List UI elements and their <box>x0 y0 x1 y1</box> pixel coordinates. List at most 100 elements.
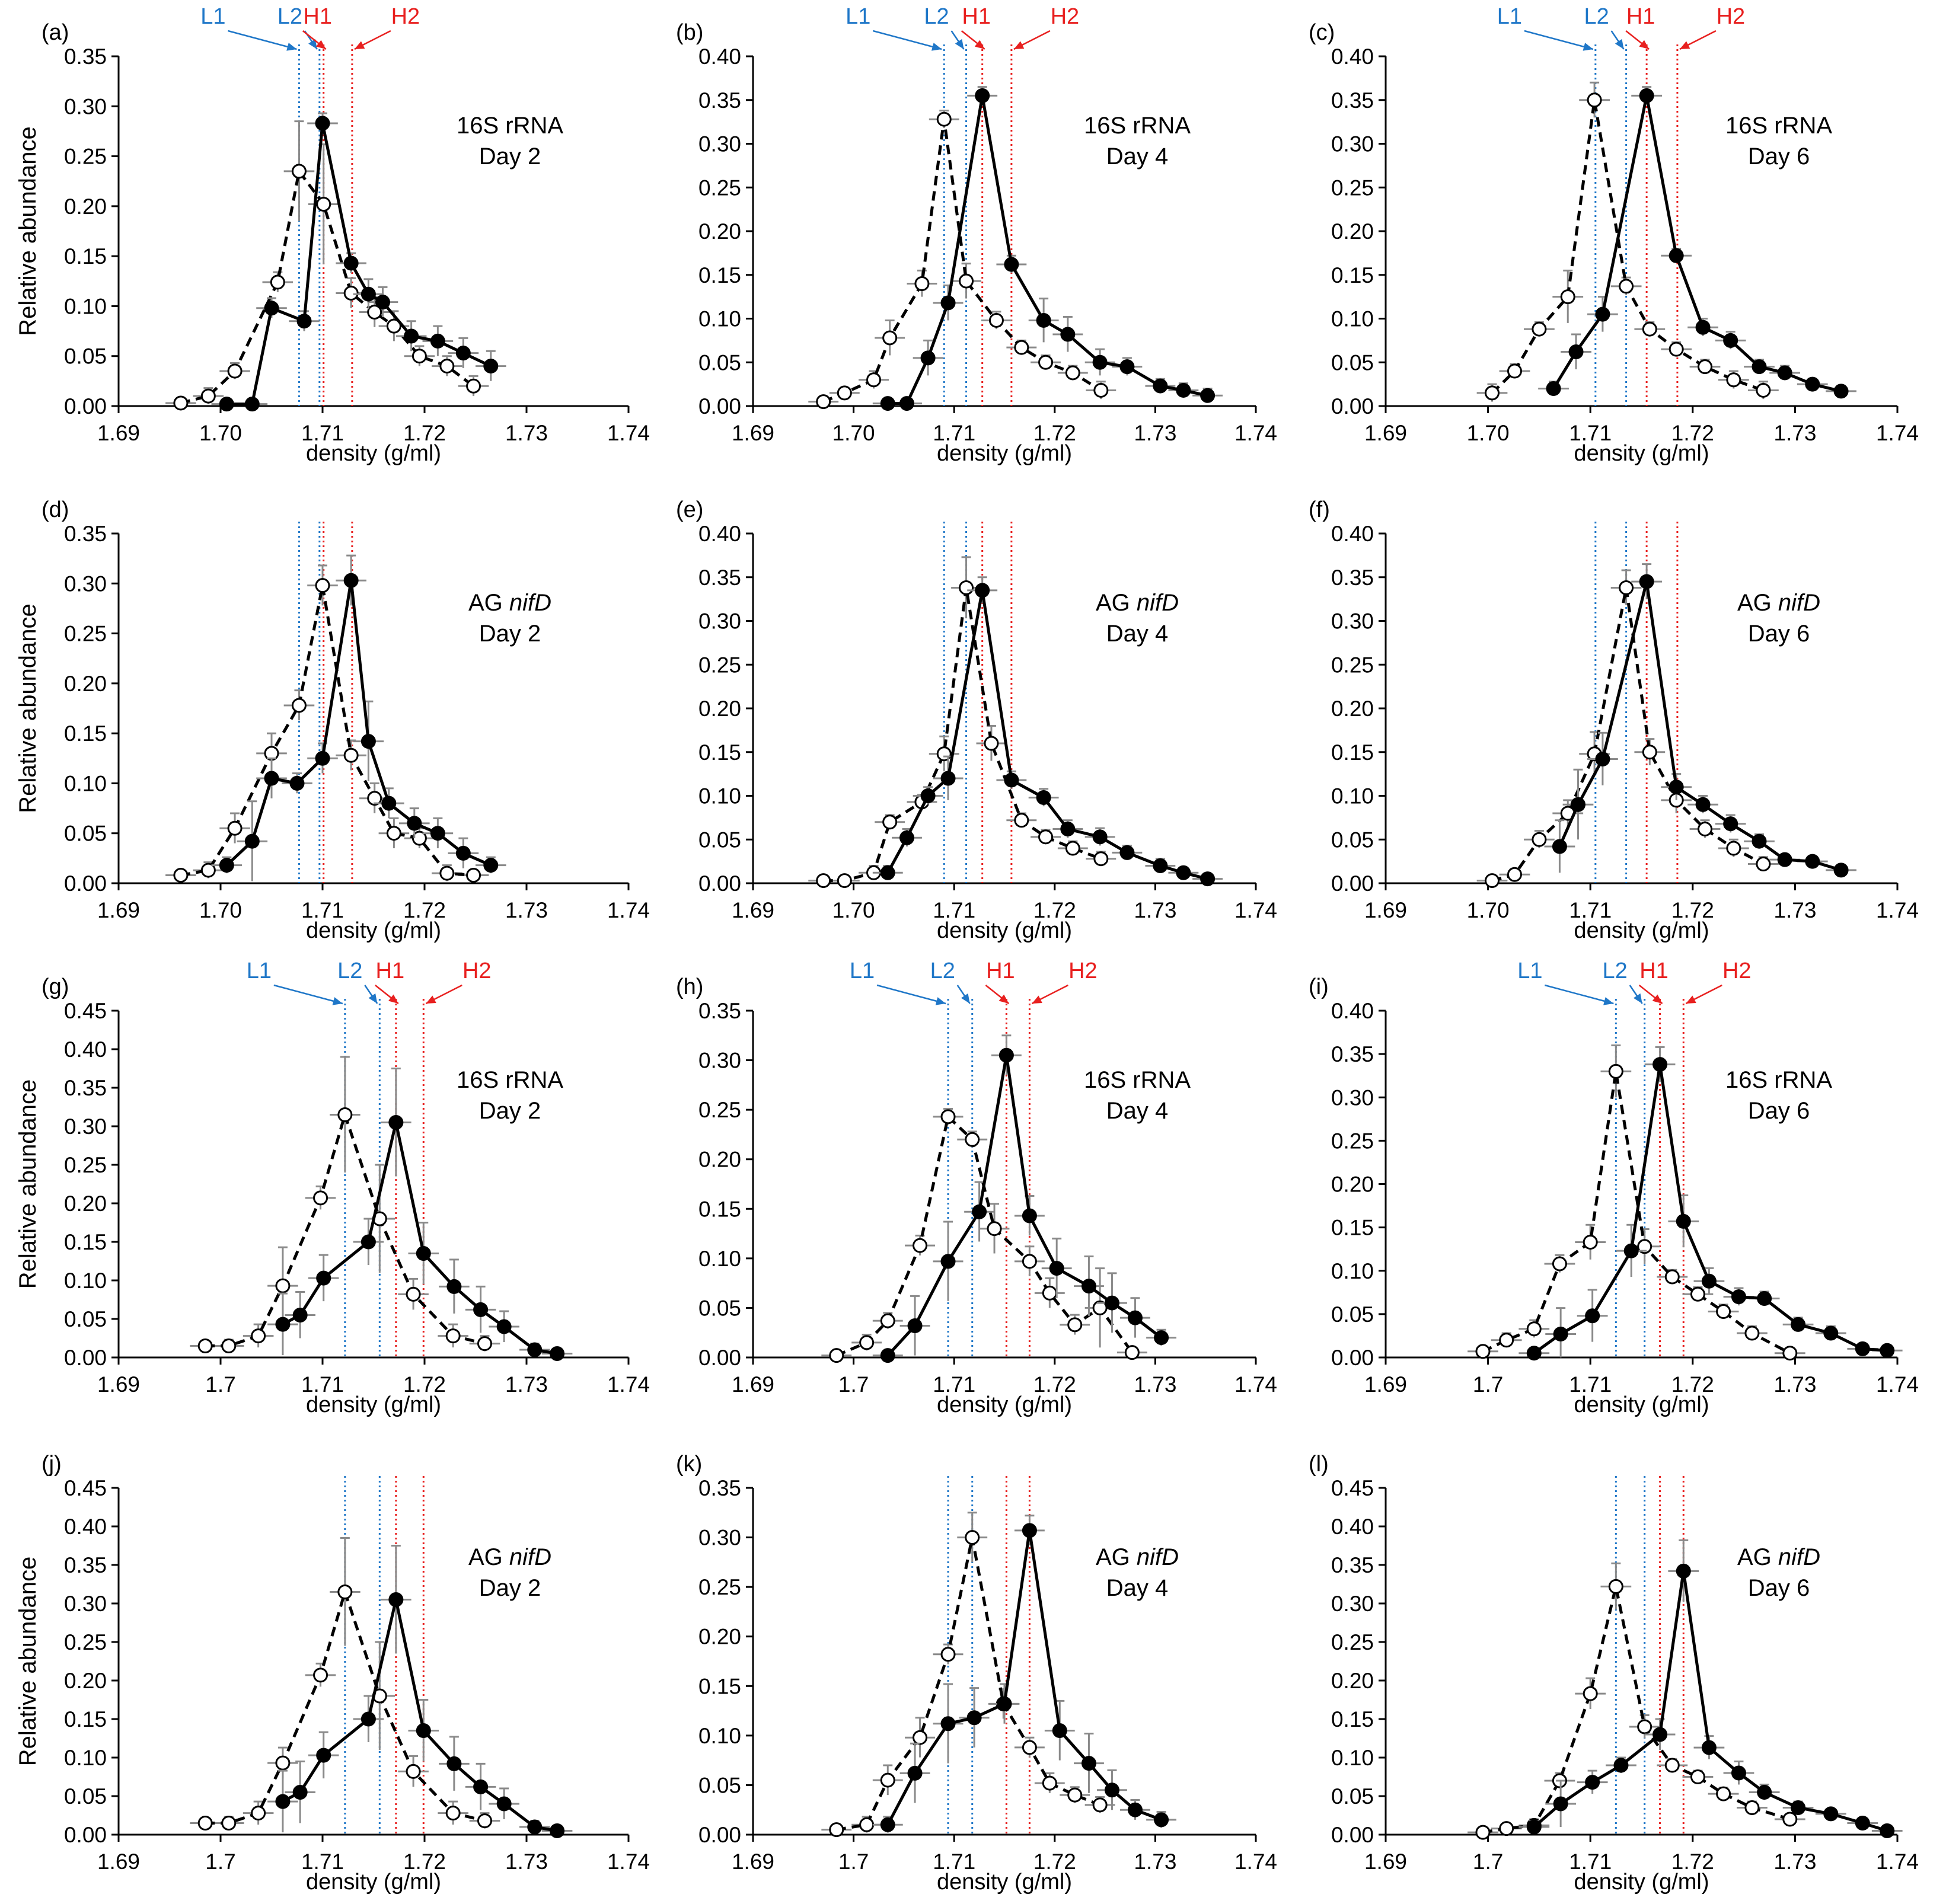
y-tick-label: 0.05 <box>64 1307 107 1331</box>
data-point-filled <box>1777 852 1792 867</box>
series-heavy <box>872 576 1223 887</box>
data-point-hollow <box>1485 385 1500 401</box>
data-point-filled <box>1676 1563 1691 1579</box>
y-tick-label: 0.15 <box>64 1230 107 1254</box>
title-gene-name: nifD <box>1778 1544 1820 1570</box>
y-tick-label: 0.00 <box>64 1823 107 1847</box>
data-point-hollow <box>882 330 898 346</box>
arrow-head <box>961 993 970 1004</box>
x-tick-label: 1.74 <box>1876 898 1919 922</box>
data-point-hollow <box>1744 1800 1760 1815</box>
data-point-hollow <box>837 873 852 889</box>
x-axis-label: density (g/ml) <box>306 1870 441 1895</box>
title-gene-name: nifD <box>1778 590 1820 616</box>
x-tick-label: 1.69 <box>97 898 140 922</box>
y-tick-label: 0.20 <box>698 697 741 721</box>
x-tick-label: 1.71 <box>1569 1372 1612 1397</box>
data-point-hollow <box>1637 1719 1652 1734</box>
data-point-hollow <box>829 1348 844 1363</box>
data-point-filled <box>907 1765 923 1781</box>
x-tick-label: 1.72 <box>403 421 446 445</box>
x-tick-label: 1.71 <box>933 1372 975 1397</box>
series-light-line <box>1491 100 1764 394</box>
arrow-head <box>286 43 297 51</box>
data-point-filled <box>1092 829 1108 845</box>
marker-label-l2: L2 <box>924 4 949 29</box>
x-tick-label: 1.73 <box>505 898 548 922</box>
data-point-filled <box>1855 1341 1870 1356</box>
data-point-filled <box>316 1748 331 1763</box>
y-tick-label: 0.30 <box>1331 132 1374 156</box>
data-point-filled <box>1833 862 1849 878</box>
data-point-filled <box>343 573 359 588</box>
y-tick-label: 0.30 <box>1331 609 1374 634</box>
arrow-head <box>1679 41 1690 49</box>
y-tick-label: 0.10 <box>1331 1259 1374 1283</box>
y-tick-label: 0.15 <box>64 244 107 269</box>
data-point-hollow <box>880 1313 895 1328</box>
data-point-hollow <box>200 388 216 404</box>
data-point-hollow <box>343 286 359 301</box>
data-point-hollow <box>829 1822 844 1838</box>
data-point-hollow <box>439 865 455 881</box>
data-point-filled <box>1723 333 1738 348</box>
data-point-hollow <box>1782 1346 1798 1361</box>
arrow-head <box>974 40 985 49</box>
marker-label-l1: L1 <box>247 959 272 983</box>
data-point-filled <box>1731 1765 1746 1781</box>
panel-e: (e) 0.00 0.05 0.10 0.15 0.20 0.25 0.30 0.35 0.40 1… <box>676 497 1277 943</box>
data-point-hollow <box>882 814 898 830</box>
data-point-filled <box>1669 248 1684 263</box>
x-tick-label: 1.74 <box>1234 1849 1277 1874</box>
y-tick-label: 0.15 <box>1331 1707 1374 1732</box>
y-tick-label: 0.20 <box>64 194 107 219</box>
y-tick-label: 0.00 <box>698 1346 741 1370</box>
panel-f: (f) 0.00 0.05 0.10 0.15 0.20 0.25 0.30 0.35 0.40 1… <box>1309 497 1919 943</box>
x-tick-label: 1.69 <box>1364 1849 1407 1874</box>
data-point-filled <box>416 1246 431 1261</box>
data-point-filled <box>1176 382 1191 398</box>
data-point-hollow <box>1664 1269 1680 1285</box>
data-point-filled <box>264 771 279 786</box>
panel-title-line2: Day 4 <box>1106 1575 1169 1601</box>
data-point-filled <box>1154 1812 1169 1828</box>
data-point-filled <box>880 865 895 880</box>
data-point-filled <box>899 830 914 845</box>
data-point-filled <box>430 826 445 841</box>
title-gene-prefix: AG <box>1096 590 1137 616</box>
data-point-hollow <box>313 1190 328 1206</box>
data-point-filled <box>1546 381 1561 396</box>
y-tick-label: 0.20 <box>698 1148 741 1172</box>
data-point-hollow <box>1022 1740 1037 1755</box>
data-point-hollow <box>837 385 852 401</box>
y-tick-label: 0.35 <box>64 44 107 69</box>
x-tick-label: 1.74 <box>607 1849 650 1874</box>
panel-k: (k) 0.00 0.05 0.10 0.15 0.20 0.25 0.30 0.35 1.69 1… <box>676 1452 1277 1895</box>
y-tick-label: 0.20 <box>64 1191 107 1216</box>
data-point-filled <box>972 1204 987 1219</box>
title-gene-prefix: AG <box>1737 1544 1778 1570</box>
data-point-filled <box>430 333 445 349</box>
series-light <box>821 1512 1115 1838</box>
data-point-filled <box>219 397 234 412</box>
panel-l: (l) 0.00 0.05 0.10 0.15 0.20 0.25 0.30 0.35 0.40 0… <box>1309 1452 1919 1895</box>
data-point-filled <box>1823 1325 1839 1341</box>
arrow-head <box>1633 993 1642 1004</box>
y-tick-label: 0.25 <box>698 175 741 200</box>
y-tick-label: 0.40 <box>1331 44 1374 69</box>
data-point-hollow <box>1065 841 1080 856</box>
data-point-filled <box>361 1711 376 1727</box>
marker-label-l1: L1 <box>1517 959 1542 983</box>
data-point-filled <box>975 583 990 598</box>
data-point-hollow <box>1642 321 1657 337</box>
marker-label-h2: H2 <box>1068 959 1098 983</box>
data-point-hollow <box>1726 841 1741 856</box>
data-point-filled <box>1880 1823 1895 1838</box>
y-tick-label: 0.25 <box>64 1153 107 1177</box>
data-point-filled <box>1757 1785 1772 1800</box>
panel-title-line2: Day 2 <box>479 143 541 170</box>
series-light <box>190 1056 500 1353</box>
data-point-hollow <box>275 1755 291 1771</box>
x-tick-label: 1.74 <box>607 421 650 445</box>
data-point-hollow <box>173 868 189 883</box>
